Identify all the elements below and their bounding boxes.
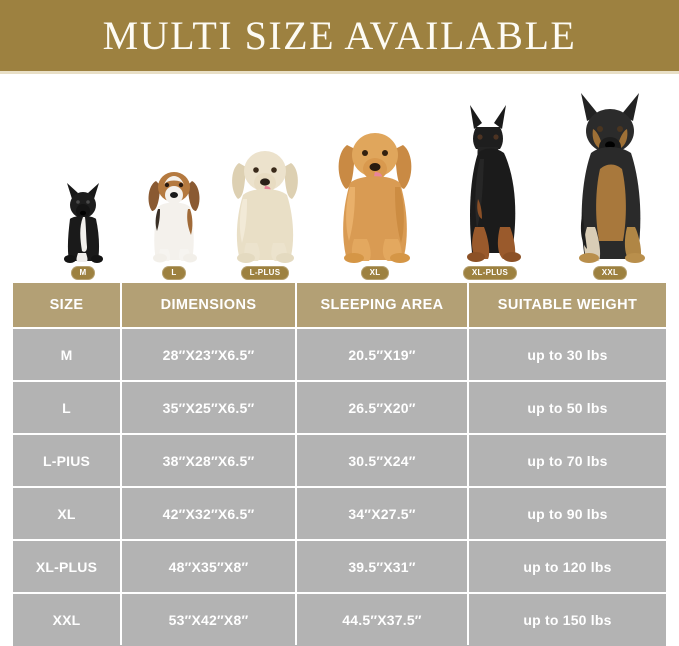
cell-dimensions: 35″X25″X6.5″ [122,382,297,433]
cell-sleeping-area: 30.5″X24″ [297,435,469,486]
cell-suitable-weight: up to 50 lbs [527,399,608,416]
dog-size-item-l-plus: L-PLUS [215,137,315,280]
dog-size-item-m: M [48,177,118,280]
dog-size-item-xl: XL [320,117,430,280]
column-header-suitable-weight: SUITABLE WEIGHT [497,297,638,313]
column-header-sleeping-area: SLEEPING AREA [297,283,469,327]
cell-sleeping-area: 44.5″X37.5″ [297,594,469,645]
dog-sitting-icon [232,151,298,263]
dog-size-item-l: L [135,159,213,280]
table-row: XXL 53″X42″X8″ 44.5″X37.5″ up to 150 lbs [13,592,666,645]
cell-sleeping-area: 26.5″X20″ [297,382,469,433]
cell-dimensions: 38″X28″X6.5″ [122,435,297,486]
cell-sleeping-area: 20.5″X19″ [297,329,469,380]
table-row: M 28″X23″X6.5″ 20.5″X19″ up to 30 lbs [13,327,666,380]
dog-size-item-xxl: XXL [550,91,670,280]
size-pill-label: XL [360,266,390,280]
cell-size: L [13,382,122,433]
page-header-banner: MULTI SIZE AVAILABLE [0,0,679,71]
table-header-row: SIZE DIMENSIONS SLEEPING AREA SUITABLE W… [13,283,666,327]
cell-size: XL [13,488,122,539]
cell-dimensions: 48″X35″X8″ [122,541,297,592]
dog-sitting-icon [467,105,521,262]
cell-suitable-weight: up to 90 lbs [527,505,608,522]
dog-sitting-icon [64,183,103,263]
size-pill-label: XXL [592,266,628,280]
cell-size: XL-PLUS [13,541,122,592]
page-title: MULTI SIZE AVAILABLE [102,13,577,58]
cell-suitable-weight: up to 30 lbs [527,346,608,363]
cell-size: XXL [13,594,122,645]
dog-sitting-icon [338,133,412,263]
table-row: XL 42″X32″X6.5″ 34″X27.5″ up to 90 lbs [13,486,666,539]
cell-suitable-weight: up to 120 lbs [523,558,612,575]
banner-divider [0,71,679,74]
dog-sitting-icon [579,93,645,263]
cell-sleeping-area: 34″X27.5″ [297,488,469,539]
cell-suitable-weight: up to 70 lbs [527,452,608,469]
column-header-size: SIZE [13,283,122,327]
size-chart-table: SIZE DIMENSIONS SLEEPING AREA SUITABLE W… [13,283,666,646]
size-pill-label: L-PLUS [240,266,290,280]
cell-size: L-PIUS [13,435,122,486]
cell-size: M [13,329,122,380]
cell-dimensions: 42″X32″X6.5″ [122,488,297,539]
table-row: L 35″X25″X6.5″ 26.5″X20″ up to 50 lbs [13,380,666,433]
table-row: XL-PLUS 48″X35″X8″ 39.5″X31″ up to 120 l… [13,539,666,592]
dog-sitting-icon [148,172,200,263]
cell-dimensions: 53″X42″X8″ [122,594,297,645]
size-pill-label: L [162,266,186,280]
size-pill-label: M [70,266,96,280]
table-row: L-PIUS 38″X28″X6.5″ 30.5″X24″ up to 70 l… [13,433,666,486]
size-pill-label: XL-PLUS [462,266,518,280]
dog-size-item-xl-plus: XL-PLUS [440,103,540,280]
cell-sleeping-area: 39.5″X31″ [297,541,469,592]
column-header-dimensions: DIMENSIONS [122,283,297,327]
dog-size-illustration-strip: M L [0,74,679,280]
cell-dimensions: 28″X23″X6.5″ [122,329,297,380]
cell-suitable-weight: up to 150 lbs [523,611,612,628]
